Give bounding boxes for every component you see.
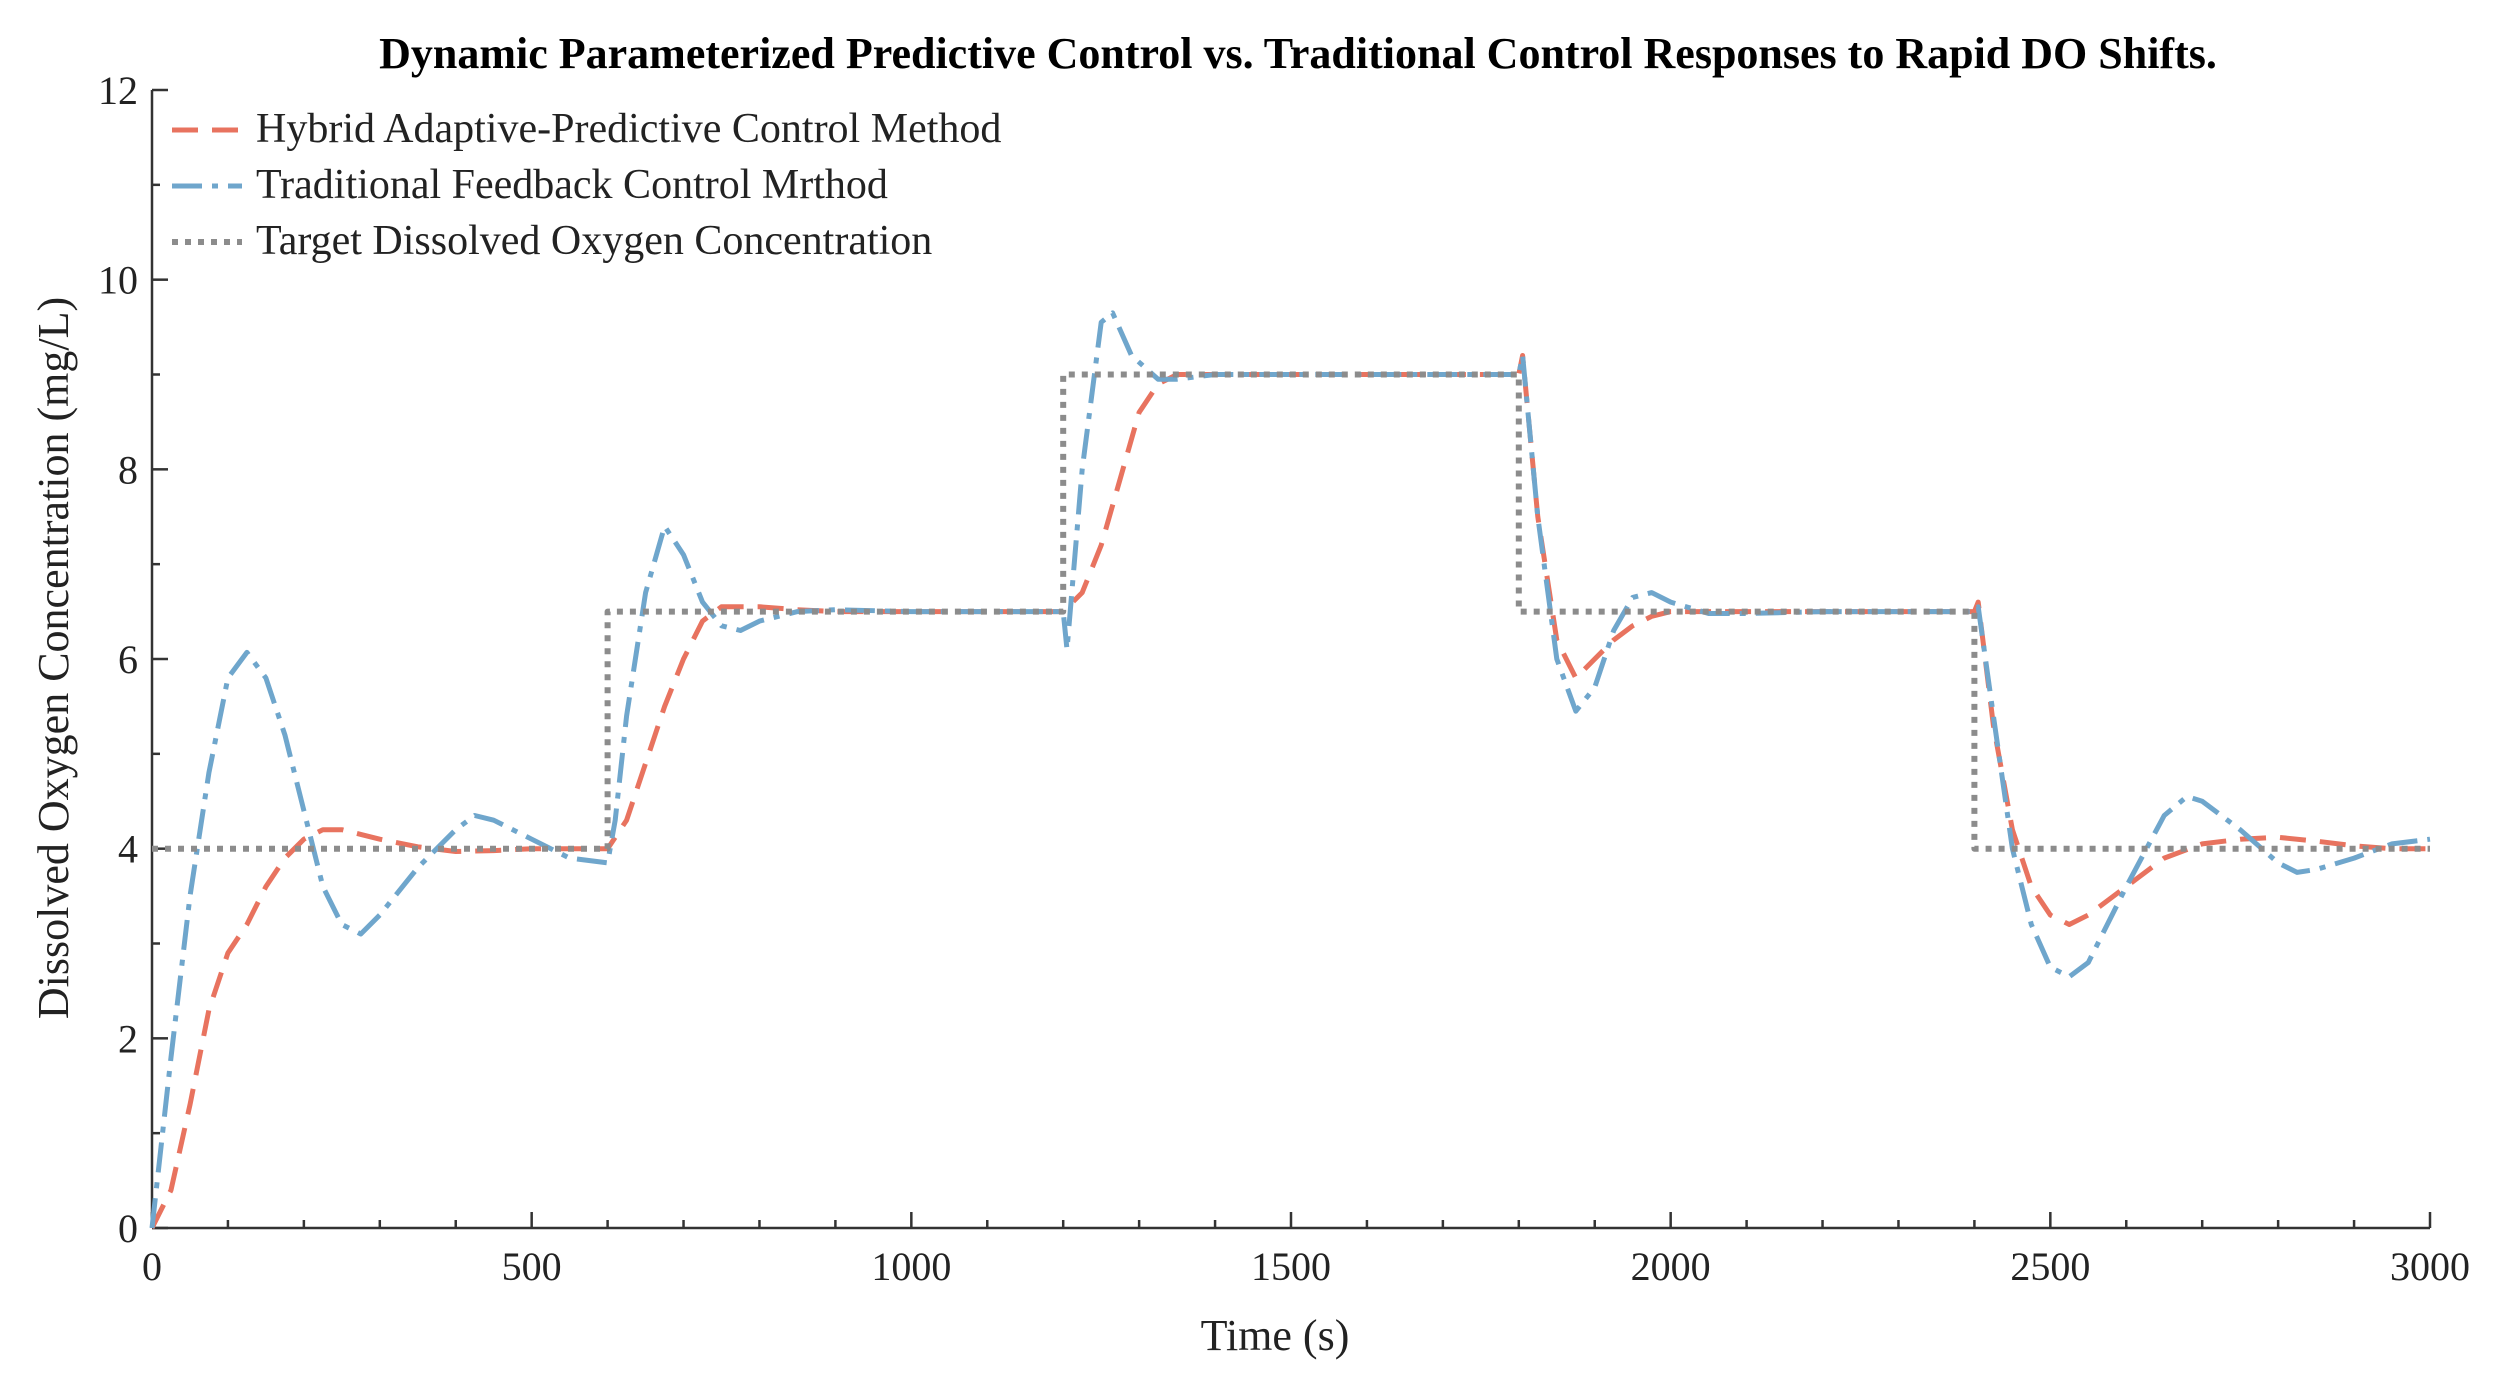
plot-area: 0 500 1000 1500 2000 2500 3000 0 2 4 6 8 10 12 Hybrid … xyxy=(98,68,2470,1289)
legend-label-2: Traditional Feedback Control Mrthod xyxy=(256,162,888,208)
y-tick-label: 8 xyxy=(118,447,138,492)
x-tick-label: 1000 xyxy=(871,1244,951,1289)
y-tick-label: 6 xyxy=(118,637,138,682)
y-tick-label: 12 xyxy=(98,68,138,113)
y-tick-label: 10 xyxy=(98,258,138,303)
legend-label-3: Target Dissolved Oxygen Concentration xyxy=(256,218,932,264)
x-tick-label: 2500 xyxy=(2010,1244,2090,1289)
chart-title: Dynamic Parameterized Predictive Control… xyxy=(379,29,2217,78)
series-line-2 xyxy=(149,310,2431,1229)
x-tick-label: 0 xyxy=(142,1244,162,1289)
series-line-1 xyxy=(149,353,2430,1230)
series-line-3 xyxy=(152,371,2430,852)
x-axis-label: Time (s) xyxy=(1201,1311,1350,1360)
x-tick-label: 2000 xyxy=(1631,1244,1711,1289)
y-tick-label: 4 xyxy=(118,827,138,872)
x-tick-label: 1500 xyxy=(1251,1244,1331,1289)
x-tick-label: 500 xyxy=(502,1244,562,1289)
x-tick-label: 3000 xyxy=(2390,1244,2470,1289)
y-axis-label: Dissolved Oxygen Concentration (mg/L) xyxy=(29,297,78,1019)
y-tick-label: 0 xyxy=(118,1206,138,1251)
y-tick-label: 2 xyxy=(118,1016,138,1061)
legend-label-1: Hybrid Adaptive-Predictive Control Metho… xyxy=(256,106,1001,152)
